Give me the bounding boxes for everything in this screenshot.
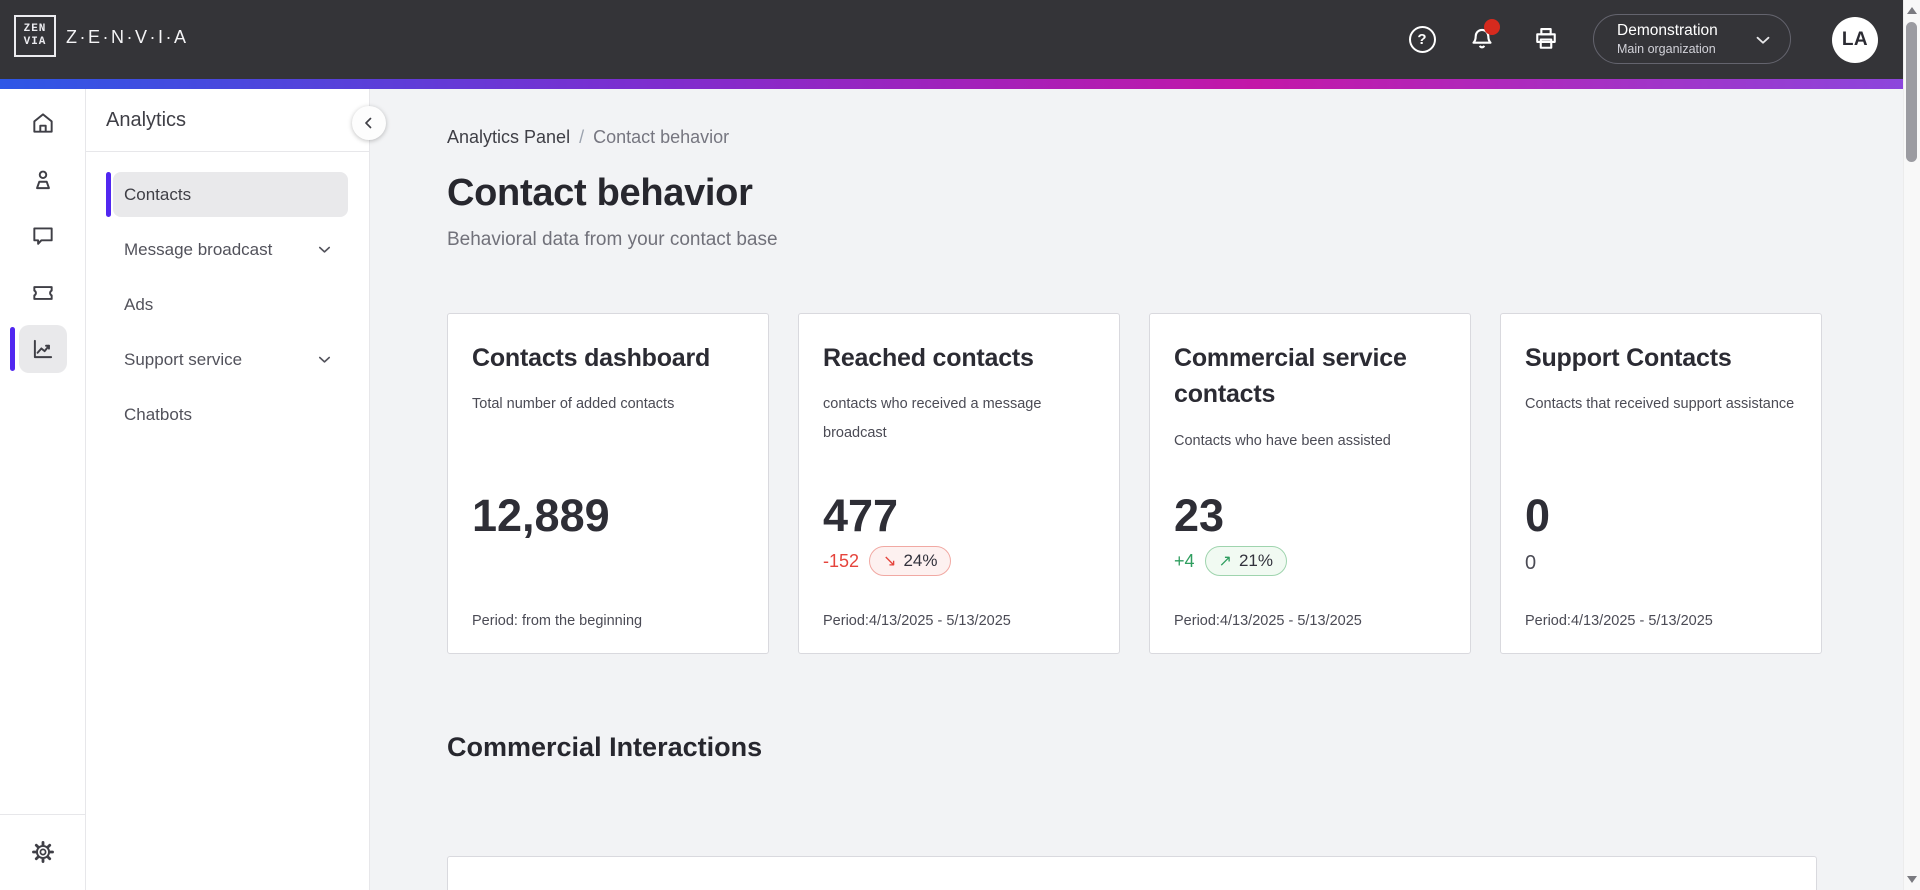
sidebar-item-contacts[interactable] xyxy=(19,156,67,204)
trend-up-icon: ↗ xyxy=(1218,553,1232,570)
card-description: Contacts who have been assisted xyxy=(1174,432,1391,449)
sidebar-item-contacts-analytics[interactable]: Contacts xyxy=(106,172,348,217)
organization-name: Demonstration xyxy=(1617,22,1718,40)
card-support-contacts: Support Contacts Contacts that received … xyxy=(1500,313,1822,654)
card-delta: -152 ↘ 24% xyxy=(823,546,952,576)
scrollbar-down-arrow[interactable] xyxy=(1907,876,1917,883)
card-period: Period:4/13/2025 - 5/13/2025 xyxy=(1174,613,1362,629)
chevron-left-icon xyxy=(360,114,378,132)
brand-wordmark: Z·E·N·V·I·A xyxy=(66,27,189,47)
delta-percent-value: 24% xyxy=(903,551,938,570)
analytics-sidebar: Analytics Contacts Message broadcast Ads… xyxy=(86,89,370,890)
card-value: 23 xyxy=(1174,490,1225,541)
chevron-down-icon xyxy=(315,350,334,369)
card-description: Total number of added contacts xyxy=(472,396,675,413)
zenvia-logo-icon[interactable]: ZEN VIA xyxy=(14,15,56,57)
card-value: 0 xyxy=(1525,490,1551,541)
avatar-initials: LA xyxy=(1841,29,1869,50)
card-description: Contacts that received support assistanc… xyxy=(1525,396,1795,413)
nav-rail xyxy=(0,89,86,890)
sidebar-item-conversations[interactable] xyxy=(19,212,67,260)
printer-icon xyxy=(1532,25,1560,53)
commercial-interactions-card xyxy=(447,856,1817,890)
sidebar-item-label: Support service xyxy=(124,349,243,369)
person-icon xyxy=(30,167,56,193)
card-period: Period: from the beginning xyxy=(472,613,643,629)
top-header: ZEN VIA Z·E·N·V·I·A ? xyxy=(0,0,1903,79)
card-contacts-dashboard: Contacts dashboard Total number of added… xyxy=(447,313,769,654)
card-value: 477 xyxy=(823,490,899,541)
chevron-down-icon xyxy=(315,240,334,259)
logo-text-bottom: VIA xyxy=(23,36,47,48)
help-button[interactable]: ? xyxy=(1404,21,1440,57)
card-secondary-value: 0 xyxy=(1525,552,1537,574)
rail-divider xyxy=(0,814,86,815)
scrollbar[interactable] xyxy=(1903,0,1920,890)
delta-change-value: +4 xyxy=(1174,550,1195,571)
delta-percent-badge: ↘ 24% xyxy=(869,546,952,576)
sidebar-item-label: Contacts xyxy=(124,184,192,204)
card-reached-contacts: Reached contacts contacts who received a… xyxy=(798,313,1120,654)
card-description: contacts who received a message broadcas… xyxy=(823,396,1042,441)
card-title: Contacts dashboard xyxy=(472,344,711,372)
stat-cards-row: Contacts dashboard Total number of added… xyxy=(447,313,1903,654)
question-mark-icon: ? xyxy=(1408,25,1436,53)
breadcrumb-separator: / xyxy=(579,127,585,147)
card-delta: +4 ↗ 21% xyxy=(1174,546,1287,576)
sidebar-item-home[interactable] xyxy=(19,99,67,147)
sidebar-item-analytics[interactable] xyxy=(19,325,67,373)
card-title: Commercial service contacts xyxy=(1174,344,1407,409)
sidebar-collapse-button[interactable] xyxy=(352,106,386,140)
organization-texts: Demonstration Main organization xyxy=(1594,21,1718,57)
section-title-commercial-interactions: Commercial Interactions xyxy=(447,732,763,762)
user-avatar[interactable]: LA xyxy=(1832,17,1878,63)
sidebar-item-label: Chatbots xyxy=(124,404,193,424)
bell-icon xyxy=(1468,25,1496,53)
line-chart-icon xyxy=(30,336,56,362)
home-icon xyxy=(30,110,56,136)
ticket-icon xyxy=(30,280,56,306)
main-content: Analytics Panel / Contact behavior Conta… xyxy=(370,89,1903,890)
notifications-button[interactable] xyxy=(1464,19,1500,57)
sidebar-item-ads[interactable]: Ads xyxy=(113,282,348,327)
delta-percent-value: 21% xyxy=(1238,551,1273,570)
sidebar-item-settings[interactable] xyxy=(19,828,67,876)
page-subtitle: Behavioral data from your contact base xyxy=(447,229,778,250)
card-title: Reached contacts xyxy=(823,344,1034,372)
card-title: Support Contacts xyxy=(1525,344,1732,372)
card-period: Period:4/13/2025 - 5/13/2025 xyxy=(1525,613,1713,629)
sidebar-item-label: Ads xyxy=(124,294,154,314)
card-period: Period:4/13/2025 - 5/13/2025 xyxy=(823,613,1011,629)
sidebar-item-chatbots[interactable]: Chatbots xyxy=(113,392,348,437)
scrollbar-thumb[interactable] xyxy=(1906,22,1917,162)
sidebar-item-support-service[interactable]: Support service xyxy=(113,337,348,382)
breadcrumb: Analytics Panel / Contact behavior xyxy=(447,89,1903,148)
scrollbar-up-arrow[interactable] xyxy=(1907,7,1917,14)
sidebar-item-label: Message broadcast xyxy=(124,239,273,259)
card-value: 12,889 xyxy=(472,490,610,541)
page-title: Contact behavior xyxy=(447,172,753,214)
sidebar-item-message-broadcast[interactable]: Message broadcast xyxy=(113,227,348,272)
chat-bubble-icon xyxy=(30,223,56,249)
brand-gradient-bar xyxy=(0,79,1903,89)
logo-text-top: ZEN xyxy=(23,22,47,35)
active-rail-indicator xyxy=(10,327,15,371)
sidebar-menu: Contacts Message broadcast Ads Support s… xyxy=(86,152,369,437)
breadcrumb-current: Contact behavior xyxy=(593,127,730,147)
sidebar-item-tickets[interactable] xyxy=(19,269,67,317)
gear-icon xyxy=(30,839,56,865)
organization-subtitle: Main organization xyxy=(1617,41,1716,56)
breadcrumb-parent-link[interactable]: Analytics Panel xyxy=(447,127,571,147)
delta-change-value: -152 xyxy=(823,550,860,571)
sidebar-title: Analytics xyxy=(86,89,369,152)
notification-badge xyxy=(1484,19,1500,35)
print-button[interactable] xyxy=(1528,21,1564,57)
delta-percent-badge: ↗ 21% xyxy=(1204,546,1287,576)
trend-down-icon: ↘ xyxy=(883,553,897,570)
organization-switcher[interactable]: Demonstration Main organization xyxy=(1593,14,1791,64)
card-commercial-service-contacts: Commercial service contacts Contacts who… xyxy=(1149,313,1471,654)
chevron-down-icon xyxy=(1752,29,1774,51)
